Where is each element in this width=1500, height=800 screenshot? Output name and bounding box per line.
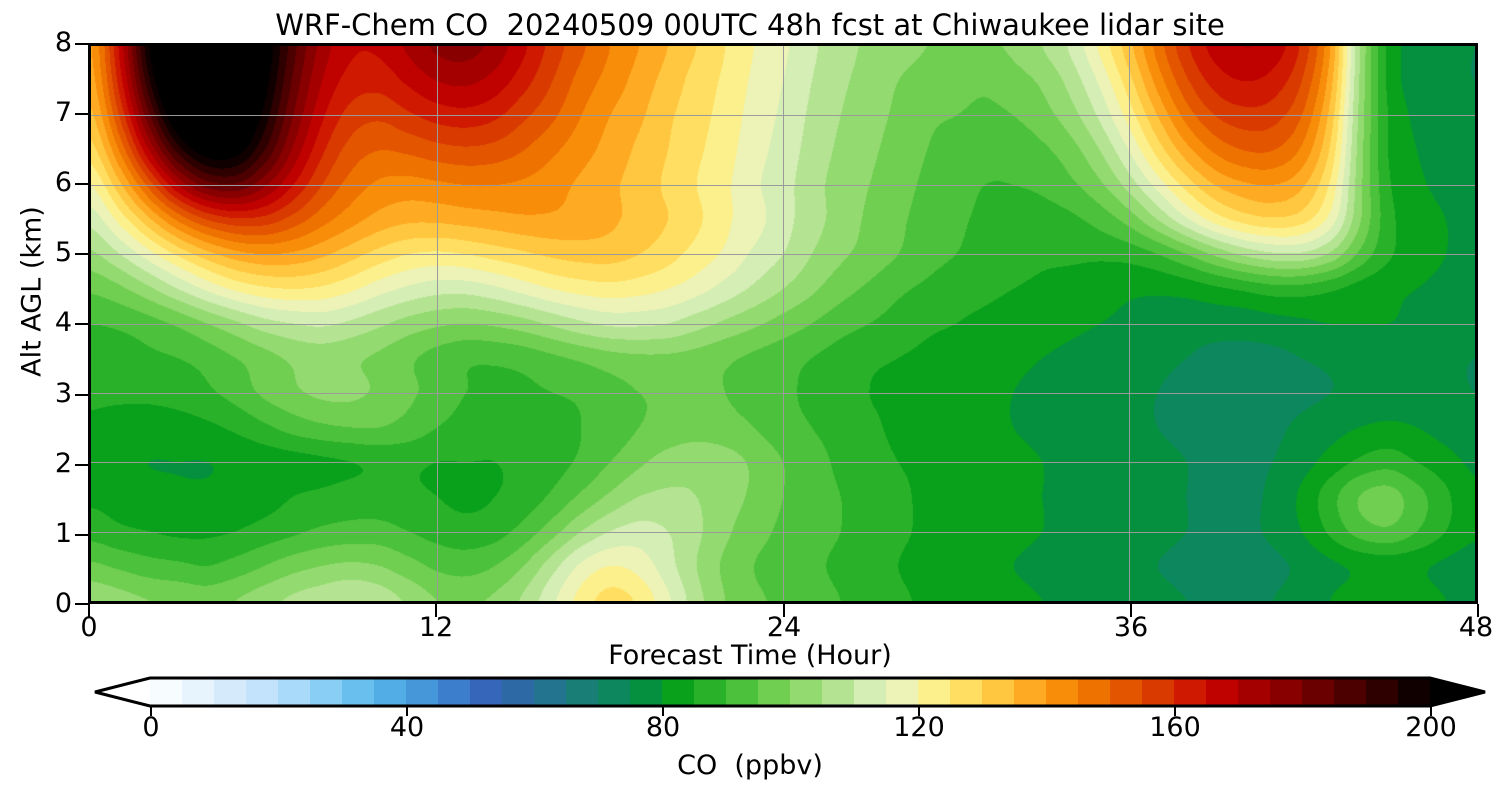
- colorbar-gradient: [94, 676, 1486, 708]
- y-tick-label-8: 8: [54, 27, 72, 58]
- colorbar-label-40: 40: [389, 712, 425, 743]
- colorbar-tick-40: [406, 706, 408, 716]
- x-tick-label-36: 36: [1113, 612, 1149, 643]
- colorbar-label-160: 160: [1149, 712, 1201, 743]
- y-tick-2: [75, 464, 88, 466]
- y-tick-8: [75, 43, 88, 45]
- y-tick-6: [75, 183, 88, 185]
- colorbar-label-0: 0: [142, 712, 160, 743]
- x-tick-label-24: 24: [766, 612, 802, 643]
- y-tick-label-7: 7: [54, 97, 72, 128]
- y-tick-1: [75, 534, 88, 536]
- colorbar: [0, 668, 1500, 728]
- y-tick-0: [75, 603, 88, 605]
- colorbar-label-200: 200: [1405, 712, 1457, 743]
- y-tick-label-6: 6: [54, 167, 72, 198]
- y-tick-7: [75, 113, 88, 115]
- x-tick-12: [435, 604, 437, 617]
- y-tick-3: [75, 394, 88, 396]
- plot-area: [88, 43, 1478, 604]
- x-axis-label: Forecast Time (Hour): [608, 640, 892, 671]
- colorbar-tick-0: [150, 706, 152, 716]
- chart-title: WRF-Chem CO 20240509 00UTC 48h fcst at C…: [275, 8, 1225, 42]
- x-tick-36: [1130, 604, 1132, 617]
- x-tick-label-48: 48: [1458, 612, 1494, 643]
- colorbar-label-120: 120: [893, 712, 945, 743]
- y-tick-label-1: 1: [54, 518, 72, 549]
- x-tick-24: [783, 604, 785, 617]
- y-tick-4: [75, 323, 88, 325]
- y-tick-label-3: 3: [54, 378, 72, 409]
- contour-heatmap: [91, 46, 1475, 601]
- colorbar-axis-label: CO (ppbv): [677, 750, 823, 781]
- y-tick-5: [75, 253, 88, 255]
- y-tick-label-4: 4: [54, 307, 72, 338]
- x-tick-0: [88, 604, 90, 617]
- colorbar-label-80: 80: [645, 712, 681, 743]
- colorbar-tick-200: [1430, 706, 1432, 716]
- colorbar-tick-160: [1174, 706, 1176, 716]
- y-axis-label: Alt AGL (km): [16, 206, 48, 377]
- y-tick-label-5: 5: [54, 237, 72, 268]
- x-tick-label-12: 12: [418, 612, 454, 643]
- colorbar-tick-80: [662, 706, 664, 716]
- y-tick-label-2: 2: [54, 448, 72, 479]
- x-tick-48: [1477, 604, 1479, 617]
- colorbar-tick-120: [918, 706, 920, 716]
- y-tick-label-0: 0: [54, 588, 72, 619]
- x-tick-label-0: 0: [80, 612, 98, 643]
